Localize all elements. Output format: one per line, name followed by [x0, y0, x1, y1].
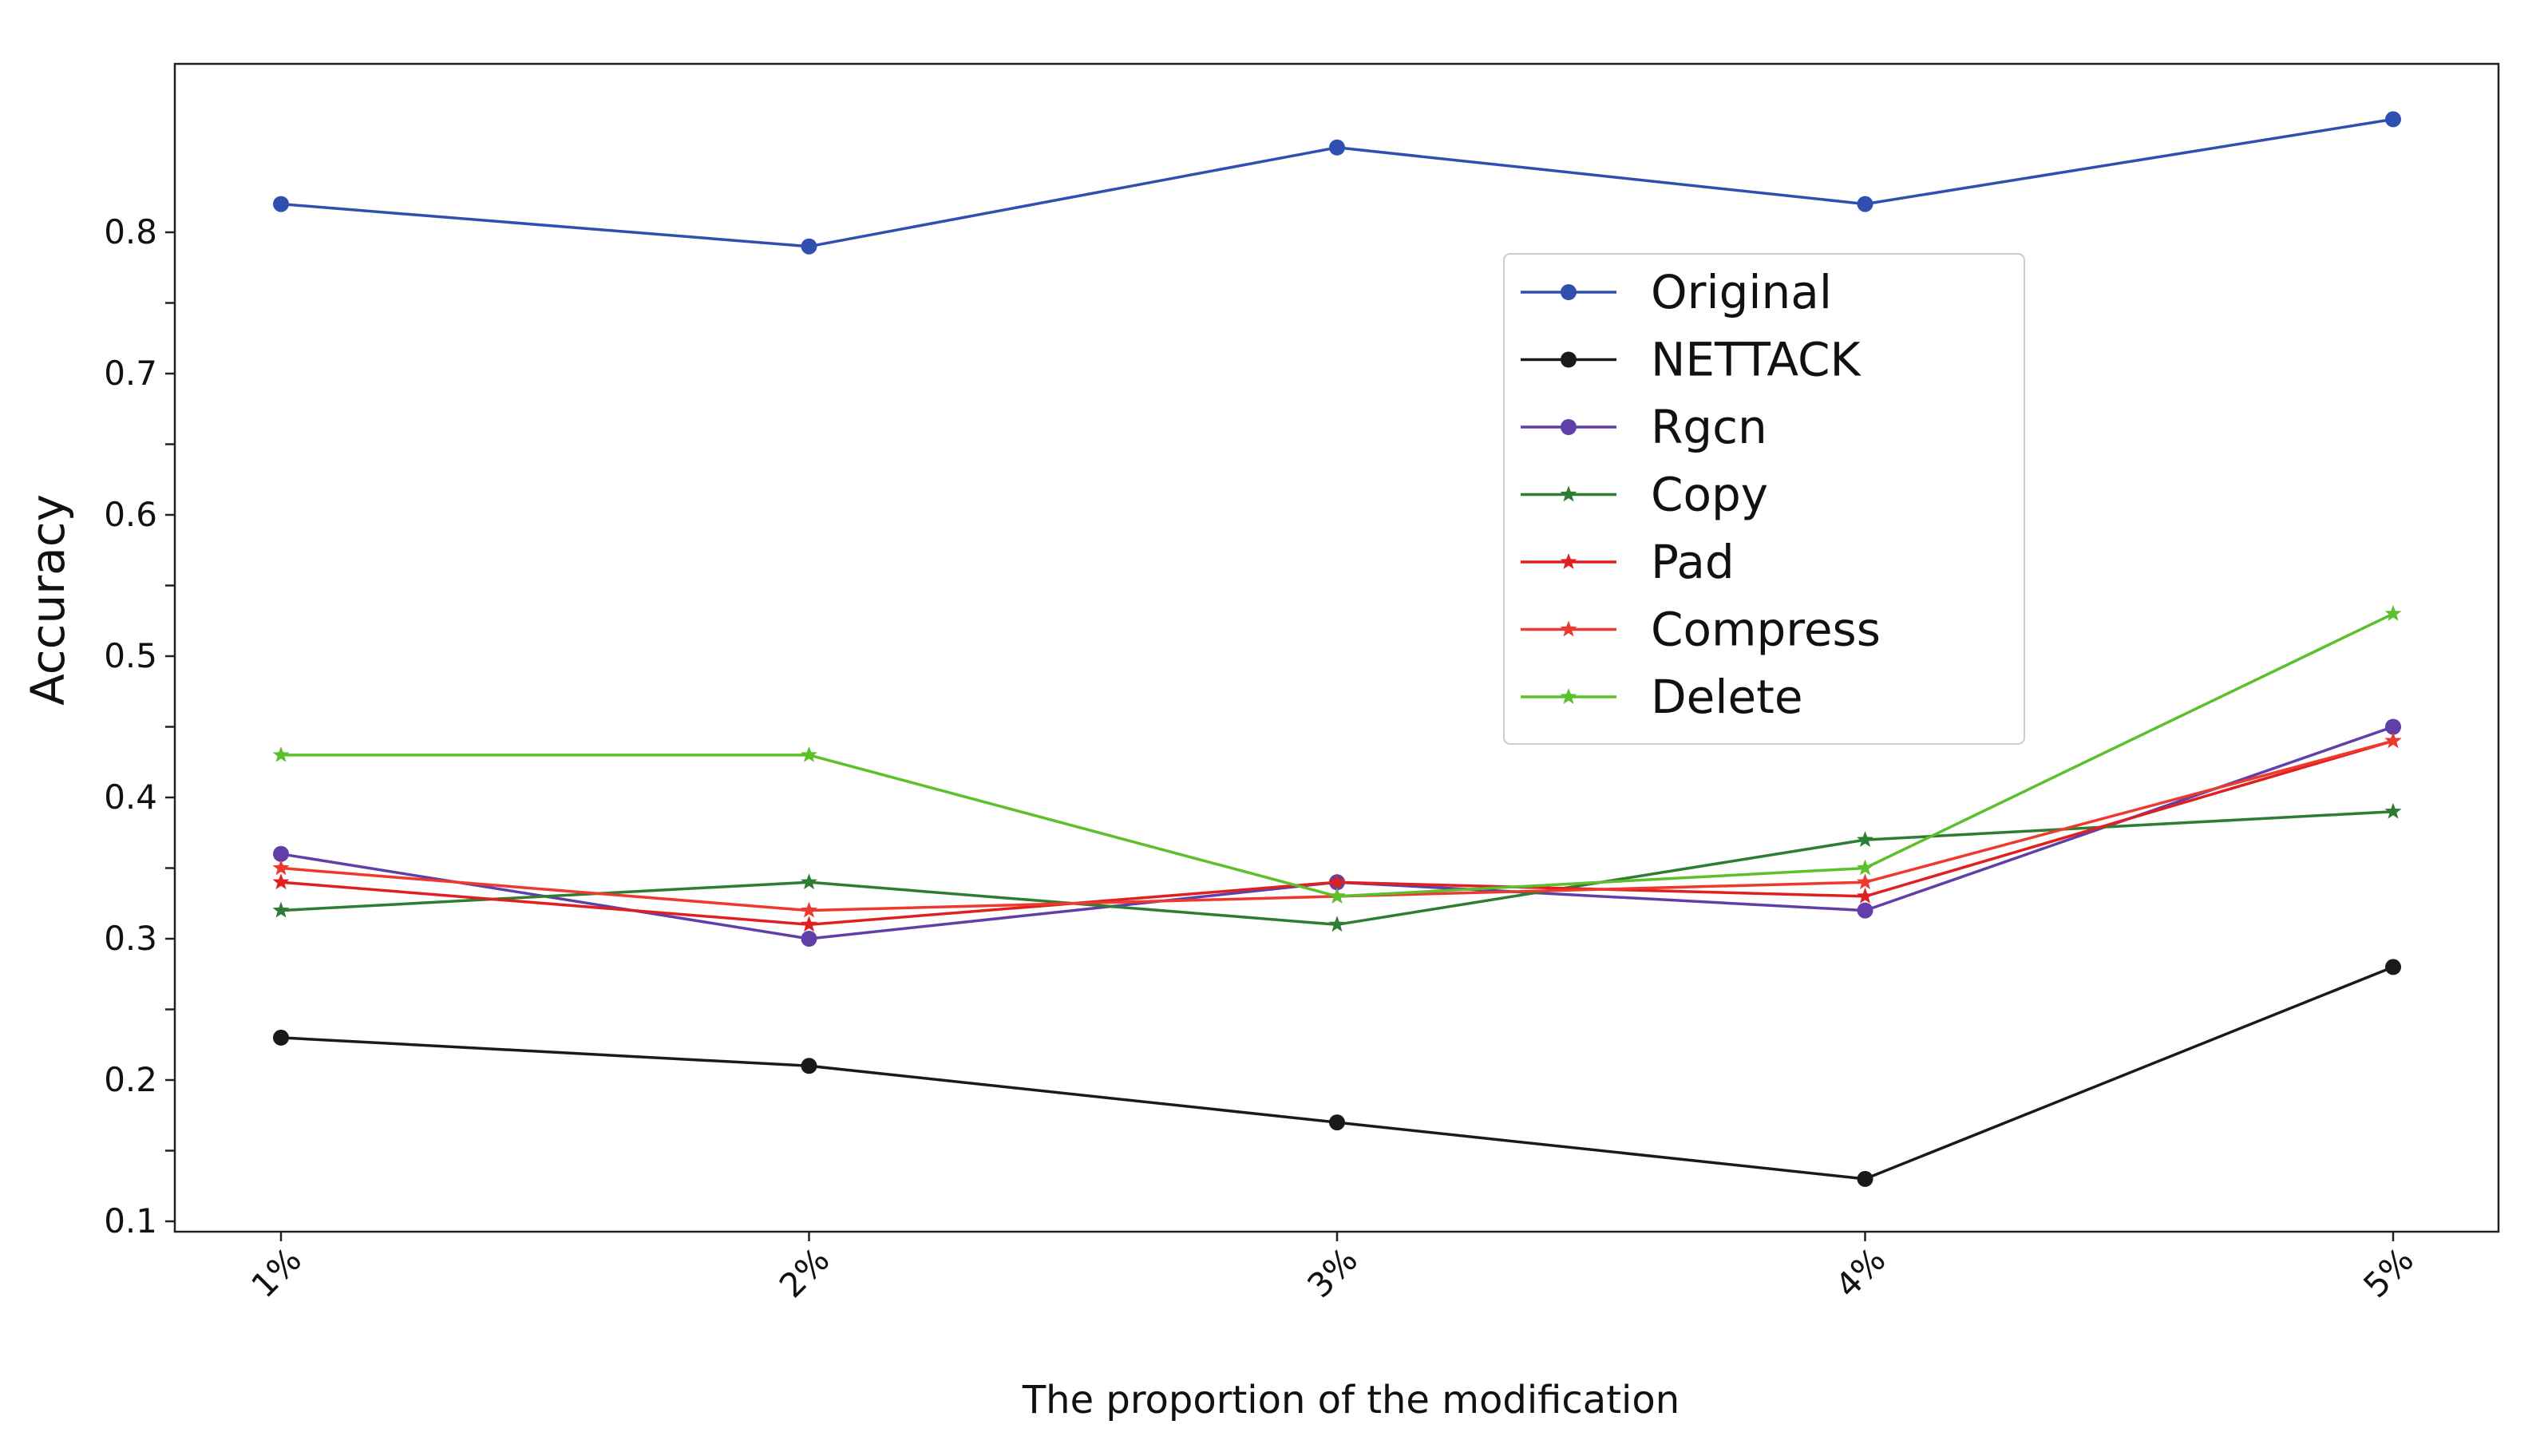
- plot-frame: [173, 62, 2500, 1233]
- legend-marker-compress: [1560, 620, 1577, 637]
- y-tick-label: 0.1: [104, 1201, 157, 1240]
- series-line-original: [280, 117, 2394, 248]
- data-point-pad: [1857, 887, 1873, 904]
- data-point-compress: [801, 901, 817, 918]
- legend-marker-rgcn: [1561, 419, 1577, 435]
- series-line-nettack: [280, 965, 2394, 1181]
- data-point-original: [1857, 196, 1873, 212]
- data-point-delete: [801, 746, 817, 762]
- legend-marker-original: [1561, 284, 1577, 300]
- legend-marker-delete: [1560, 688, 1577, 704]
- legend-label-copy: Copy: [1651, 468, 1768, 522]
- data-point-delete: [1857, 859, 1873, 876]
- data-point-nettack: [273, 1029, 289, 1046]
- legend-marker-pad: [1560, 553, 1577, 569]
- legend-label-nettack: NETTACK: [1651, 333, 1862, 387]
- series-delete: [272, 604, 2402, 904]
- data-point-nettack: [2385, 959, 2401, 975]
- data-point-pad: [801, 916, 817, 932]
- data-point-pad: [272, 873, 290, 890]
- data-point-copy: [2384, 802, 2402, 819]
- y-tick-label: 0.6: [104, 495, 157, 534]
- legend: Original NETTACK Rgcn Copy Pad Compress Delete: [1503, 253, 2025, 745]
- x-axis: 1% 2% 3% 4% 5%: [243, 1232, 2421, 1305]
- y-tick-label: 0.3: [104, 919, 157, 958]
- y-axis-title: Accuracy: [21, 494, 75, 706]
- y-tick-label: 0.4: [104, 777, 157, 817]
- data-point-original: [1329, 139, 1345, 156]
- data-point-original: [273, 196, 289, 212]
- y-tick-label: 0.2: [104, 1060, 157, 1099]
- x-tick-label: 2%: [772, 1240, 837, 1305]
- series-copy: [272, 802, 2402, 932]
- data-point-nettack: [1857, 1170, 1873, 1187]
- data-point-delete: [2384, 604, 2402, 621]
- data-point-nettack: [1329, 1114, 1345, 1131]
- series-line-delete: [281, 612, 2394, 898]
- legend-marker-copy: [1560, 485, 1577, 502]
- data-point-original: [801, 238, 817, 255]
- legend-box: [1503, 253, 2025, 745]
- legend-marker-nettack: [1561, 351, 1577, 368]
- data-point-copy: [801, 873, 817, 890]
- legend-label-pad: Pad: [1651, 535, 1735, 589]
- data-point-compress: [272, 859, 290, 876]
- data-point-rgcn: [2385, 718, 2401, 735]
- data-point-pad: [1328, 873, 1346, 890]
- data-point-delete: [1328, 887, 1346, 904]
- series-original: [273, 111, 2401, 255]
- data-point-original: [2385, 111, 2401, 128]
- x-tick-label: 1%: [243, 1240, 309, 1305]
- x-tick-label: 5%: [2356, 1240, 2421, 1305]
- data-point-copy: [1857, 831, 1873, 847]
- series-nettack: [273, 959, 2401, 1187]
- data-point-delete: [272, 746, 290, 762]
- legend-label-original: Original: [1651, 265, 1832, 319]
- legend-label-delete: Delete: [1651, 670, 1803, 724]
- x-axis-title: The proportion of the modification: [1022, 1378, 1680, 1422]
- x-tick-label: 3%: [1300, 1240, 1365, 1305]
- data-point-rgcn: [1857, 902, 1873, 919]
- data-point-rgcn: [273, 845, 289, 862]
- legend-label-compress: Compress: [1651, 603, 1881, 657]
- y-tick-label: 0.8: [104, 212, 157, 251]
- x-tick-label: 4%: [1828, 1240, 1893, 1305]
- data-point-copy: [1328, 916, 1346, 932]
- y-axis: 0.1 0.2 0.3 0.4 0.5 0.6 0.7 0.8: [104, 212, 175, 1240]
- data-point-compress: [1857, 873, 1873, 890]
- y-tick-label: 0.7: [104, 354, 157, 393]
- data-point-nettack: [801, 1058, 817, 1074]
- data-point-compress: [2384, 732, 2402, 749]
- data-point-copy: [272, 901, 290, 918]
- y-tick-label: 0.5: [104, 636, 157, 675]
- legend-label-rgcn: Rgcn: [1651, 400, 1767, 454]
- data-point-rgcn: [801, 931, 817, 947]
